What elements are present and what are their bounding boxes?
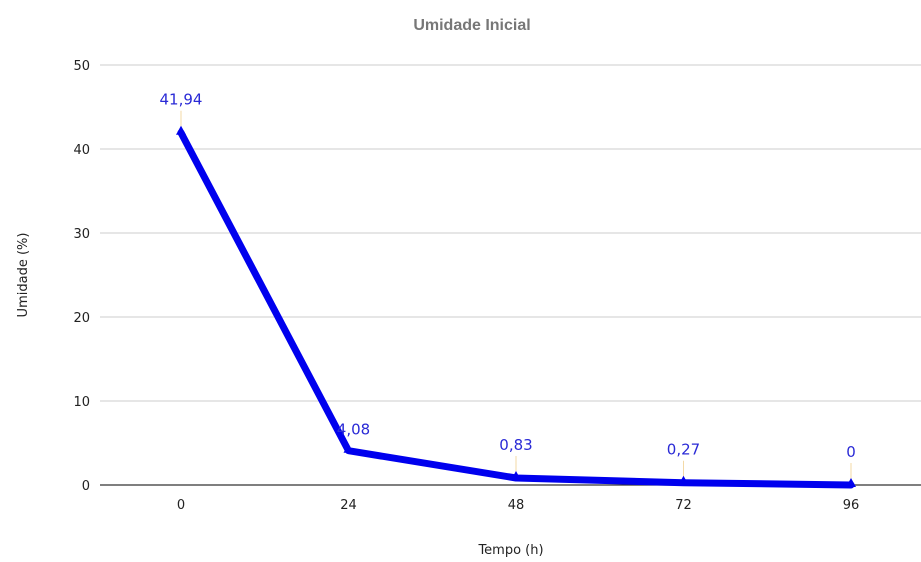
data-point-marker	[678, 475, 689, 485]
data-label: 0,83	[499, 436, 532, 454]
y-tick-label: 10	[73, 395, 90, 410]
data-label-leaders	[180, 110, 852, 482]
series-line	[177, 129, 855, 489]
chart-title: Umidade Inicial	[413, 17, 530, 34]
data-labels: 41,94 4,08 0,83 0,27 0	[160, 91, 856, 461]
x-tick-label: 0	[177, 498, 185, 513]
data-label: 0	[846, 443, 856, 461]
y-axis-ticks: 0 10 20 30 40 50	[73, 59, 90, 494]
x-tick-label: 72	[675, 498, 692, 513]
x-axis-label: Tempo (h)	[477, 543, 543, 558]
y-axis-label: Umidade (%)	[16, 233, 31, 318]
data-point-marker	[176, 125, 186, 135]
y-tick-label: 30	[73, 227, 90, 242]
data-label: 41,94	[160, 91, 203, 109]
y-tick-label: 20	[73, 311, 90, 326]
data-label: 4,08	[337, 421, 370, 439]
data-point-markers	[176, 125, 856, 487]
y-tick-label: 0	[82, 479, 90, 494]
data-point-marker	[846, 478, 856, 487]
x-tick-label: 96	[843, 498, 860, 513]
x-tick-label: 24	[340, 498, 357, 513]
x-axis-ticks: 0 24 48 72 96	[177, 498, 859, 513]
data-label: 0,27	[667, 441, 700, 459]
data-point-marker	[511, 471, 521, 481]
x-tick-label: 48	[508, 498, 525, 513]
y-tick-label: 50	[73, 59, 90, 74]
data-point-marker	[343, 443, 354, 453]
gridlines	[100, 64, 921, 402]
y-tick-label: 40	[73, 143, 90, 158]
